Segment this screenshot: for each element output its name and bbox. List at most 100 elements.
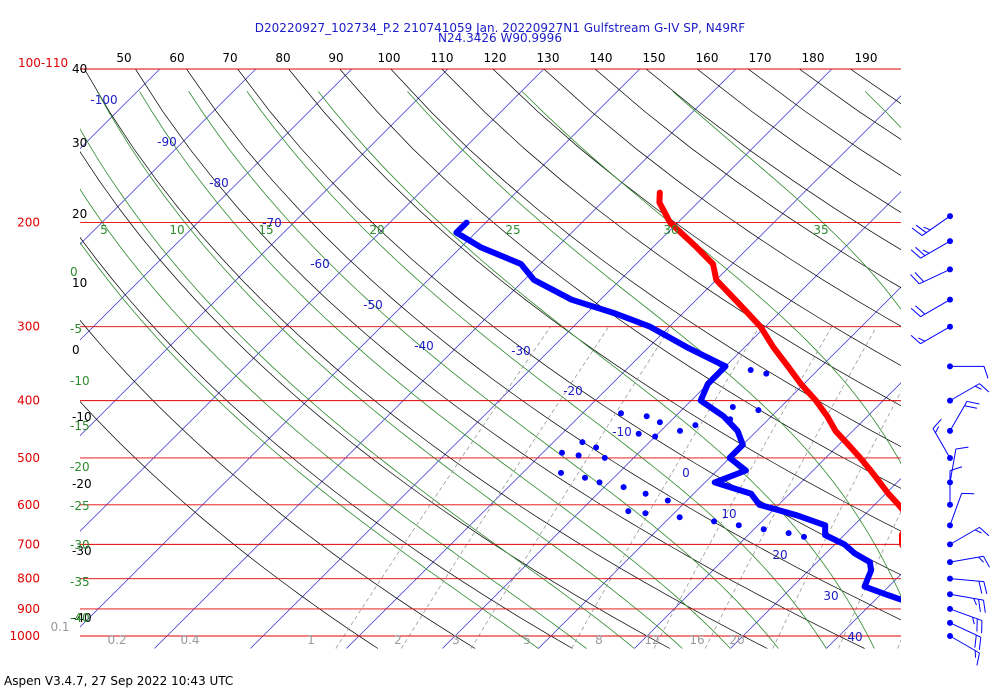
height-label: -40 (72, 611, 92, 625)
dry-adiabat-line (543, 69, 901, 327)
wind-barb-staff (949, 622, 982, 638)
wind-barb-staff (949, 555, 984, 563)
wind-barb-flag (978, 581, 983, 594)
wind-barb-staff (949, 578, 984, 583)
temperature-f-label: 150 (643, 51, 666, 65)
mixing-ratio-label: 0.4 (180, 633, 199, 647)
height-label: 0 (72, 343, 80, 357)
wind-barb-staff (920, 240, 951, 259)
isotherm-label: -30 (511, 344, 531, 358)
moist-adiabat-line (80, 241, 539, 649)
dewpoint-sample-point (579, 439, 586, 446)
dry-adiabat-line (135, 69, 865, 649)
isotherm-line (80, 69, 545, 532)
dewpoint-trace (453, 219, 901, 603)
moist-adiabat-line (188, 91, 779, 649)
adiabat-label: -40 (70, 611, 90, 625)
dewpoint-sample-point (596, 479, 603, 486)
wind-barb-flag (935, 426, 940, 434)
height-label: -20 (72, 477, 92, 491)
wind-barb-staff (920, 299, 951, 318)
wind-barb-staff (949, 526, 980, 545)
mixing-ratio-label: 0.2 (107, 633, 126, 647)
wind-barb-flag (911, 227, 923, 236)
dry-adiabat-line (594, 69, 901, 289)
wind-barb-flag (955, 446, 969, 450)
moist-adiabat-label: 30 (663, 223, 678, 237)
wind-barb-flag (910, 334, 921, 345)
isotherm-line (154, 69, 737, 649)
isotherm-line (634, 382, 901, 649)
moist-adiabat-label: 25 (505, 223, 520, 237)
pressure-label: 1000 (9, 629, 40, 643)
mixing-ratio-line (571, 326, 760, 649)
height-label: 40 (72, 62, 87, 76)
isotherm-line (826, 573, 901, 649)
wind-barb-flag (979, 383, 990, 393)
wind-barb-flag (983, 366, 989, 379)
mixing-ratio-line (335, 326, 551, 649)
height-label: -30 (72, 544, 92, 558)
profile-traces (453, 189, 901, 603)
wind-barb-staff (949, 401, 968, 432)
wind-barb-flag (918, 337, 926, 342)
chart-title: D20220927_102734_P.2 210741059 Jan. 2022… (254, 21, 746, 35)
mixing-ratio-line (897, 639, 901, 649)
isotherm-line (80, 69, 257, 245)
pressure-label: 600 (17, 498, 40, 512)
wind-barb-flag (973, 598, 977, 606)
isotherm-lines (80, 45, 1000, 649)
temperature-f-label: 120 (484, 51, 507, 65)
isotherm-line (80, 69, 353, 341)
mixing-ratio-label: 5 (523, 633, 531, 647)
moist-adiabat-line (521, 91, 901, 465)
isotherm-line (538, 286, 901, 649)
isotherm-line (80, 69, 641, 628)
dewpoint-sample-point (575, 452, 582, 459)
isotherm-line (922, 45, 1000, 649)
dry-adiabat-line (80, 401, 379, 649)
dry-adiabat-line (80, 151, 671, 649)
wind-barb-flag (978, 599, 981, 612)
dewpoint-sample-point (692, 422, 699, 429)
wind-barb-flag (979, 527, 990, 537)
mixing-ratio-label: 2 (394, 633, 402, 647)
dewpoint-sample-point (711, 518, 717, 525)
isotherm-label: -70 (262, 216, 282, 230)
isotherm-line (442, 190, 901, 649)
temperature-f-label: 170 (749, 51, 772, 65)
software-footer: Aspen V3.4.7, 27 Sep 2022 10:43 UTC (4, 674, 234, 688)
isotherm-label: -40 (414, 339, 434, 353)
temperature-f-label: 190 (855, 51, 878, 65)
wind-barb-staff (949, 493, 963, 526)
dewpoint-sample-point (582, 474, 588, 481)
moist-adiabat-label: 35 (813, 223, 828, 237)
dewpoint-sample-point (559, 449, 565, 456)
dewpoint-sample-point (760, 526, 767, 533)
pressure-label: 900 (17, 602, 40, 616)
wind-barb-flag (915, 246, 926, 257)
wind-barb-staff (920, 326, 951, 345)
mixing-ratio-line (976, 327, 1000, 649)
dewpoint-sample-point (763, 370, 770, 377)
isotherm-label: 30 (823, 589, 838, 603)
moist-adiabat-line (139, 91, 731, 649)
height-label: -10 (72, 410, 92, 424)
dewpoint-sample-point (593, 444, 600, 451)
adiabat-label: 0 (70, 265, 78, 279)
moist-adiabat-line (246, 91, 827, 649)
dewpoint-sample-point (747, 367, 754, 373)
wind-barb-flag (915, 305, 926, 315)
adiabat-label: -25 (70, 499, 90, 513)
wind-barbs (910, 213, 990, 666)
dry-adiabat-line (339, 69, 901, 489)
wind-barb-flag (972, 617, 975, 625)
wind-barb-flag (910, 274, 920, 285)
wind-barb-staff (949, 608, 983, 622)
wind-barb-flag (915, 224, 927, 234)
temperature-f-label: 160 (696, 51, 719, 65)
temperature-f-label: 180 (802, 51, 825, 65)
dewpoint-sample-point (635, 430, 642, 437)
temperature-trace (656, 189, 901, 549)
